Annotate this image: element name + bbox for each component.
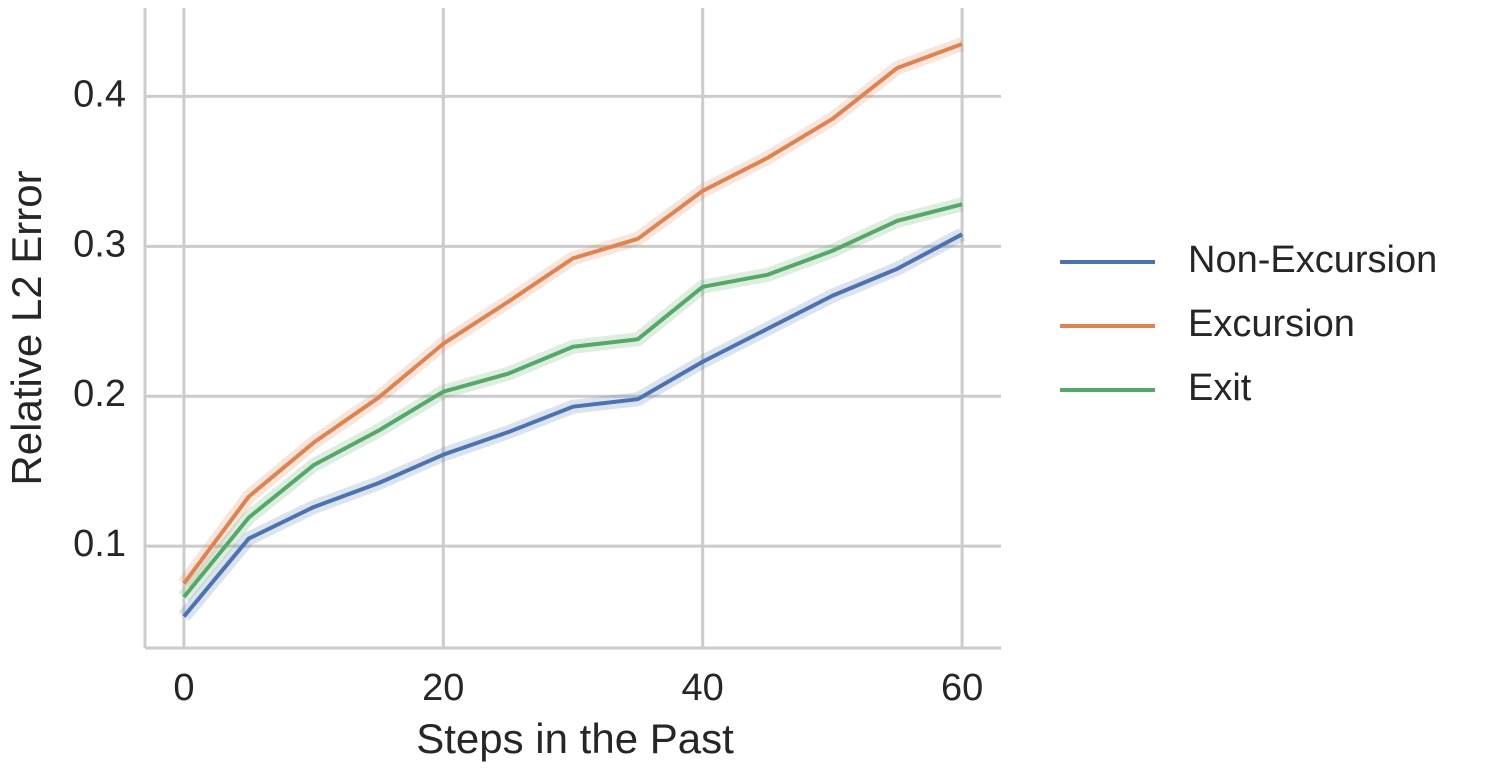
legend-label: Exit [1188,367,1252,409]
y-axis-label: Relative L2 Error [3,170,50,485]
x-tick-label: 40 [682,667,724,709]
series-line [182,232,964,618]
y-tick-label: 0.1 [73,523,126,565]
series-line [182,42,963,585]
x-tick-label: 60 [941,667,983,709]
legend-label: Non-Excursion [1188,239,1437,281]
y-tick-label: 0.3 [73,223,126,265]
y-tick-label: 0.4 [73,73,126,115]
series-band [178,37,965,588]
y-tick-label: 0.2 [73,373,126,415]
x-tick-label: 20 [422,667,464,709]
series-line [182,202,963,599]
x-tick-label: 0 [173,667,194,709]
legend-label: Excursion [1188,303,1355,345]
x-axis-label: Steps in the Past [416,715,734,762]
